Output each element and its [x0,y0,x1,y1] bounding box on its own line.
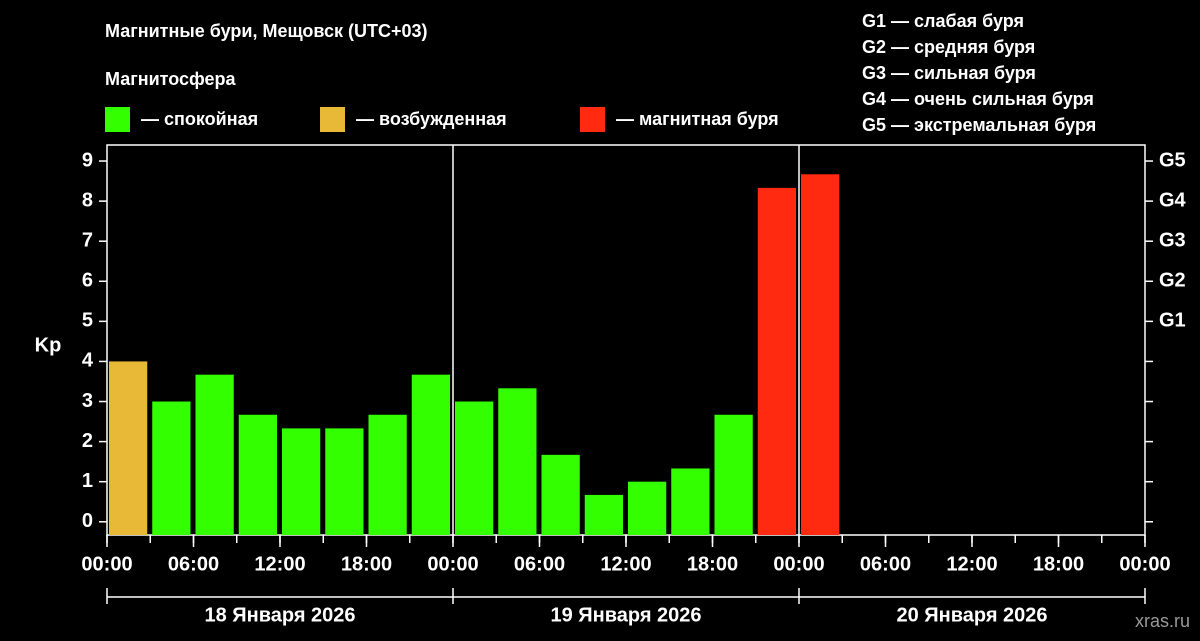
storm-level: G4 — очень сильная буря [862,89,1094,109]
bar [757,187,796,535]
x-tick-label: 00:00 [81,553,132,575]
bar [195,374,234,535]
y-tick-label: 5 [82,310,93,332]
bar [541,454,580,535]
legend-swatch [105,107,130,132]
bar [714,414,753,535]
bar [368,414,407,535]
watermark: xras.ru [1135,611,1190,631]
y-tick-label: 7 [82,229,93,251]
bar [801,174,840,536]
bar [109,361,148,535]
x-tick-label: 00:00 [1119,553,1170,575]
y-tick-label: 1 [82,470,93,492]
x-tick-label: 18:00 [1033,553,1084,575]
bar [498,388,537,535]
x-tick-label: 12:00 [946,553,997,575]
legend-swatch [580,107,605,132]
bar [152,401,191,535]
y2-tick-label: G3 [1159,229,1186,251]
y-tick-label: 9 [82,149,93,171]
bar [628,481,667,535]
chart-title: Магнитные бури, Мещовск (UTC+03) [105,21,428,41]
x-tick-label: 18:00 [687,553,738,575]
y-tick-label: 3 [82,390,93,412]
bar [455,401,494,535]
bar [671,468,710,535]
y-tick-label: 4 [82,350,94,372]
y-tick-label: 6 [82,270,93,292]
bar [584,494,623,535]
day-label: 20 Января 2026 [896,604,1047,626]
y-tick-label: 0 [82,510,93,532]
legend-label: — спокойная [141,109,258,129]
legend-swatch [320,107,345,132]
y-tick-label: 8 [82,189,93,211]
bar [238,414,277,535]
x-tick-label: 18:00 [341,553,392,575]
legend-label: — возбужденная [356,109,507,129]
bar [282,428,321,535]
y-tick-label: 2 [82,430,93,452]
x-tick-label: 06:00 [860,553,911,575]
storm-level: G5 — экстремальная буря [862,115,1096,135]
y2-tick-label: G5 [1159,149,1186,171]
x-tick-label: 06:00 [168,553,219,575]
y2-tick-label: G2 [1159,270,1186,292]
storm-level: G2 — средняя буря [862,37,1035,57]
x-tick-label: 06:00 [514,553,565,575]
x-tick-label: 12:00 [254,553,305,575]
legend-title: Магнитосфера [105,69,237,89]
day-label: 18 Января 2026 [204,604,355,626]
legend-label: — магнитная буря [616,109,779,129]
x-tick-label: 12:00 [600,553,651,575]
x-tick-label: 00:00 [427,553,478,575]
y2-tick-label: G1 [1159,310,1186,332]
bar [325,428,364,535]
day-label: 19 Января 2026 [550,604,701,626]
storm-level: G1 — слабая буря [862,11,1024,31]
y-axis-label: Kp [35,334,62,356]
storm-level: G3 — сильная буря [862,63,1036,83]
y2-tick-label: G4 [1159,189,1187,211]
x-tick-label: 00:00 [773,553,824,575]
bar [411,374,450,535]
